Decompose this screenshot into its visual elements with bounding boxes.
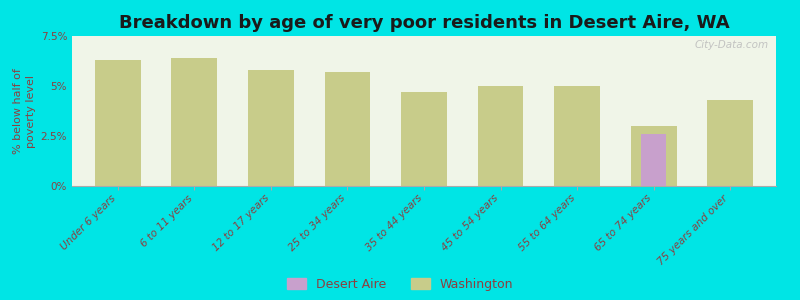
Bar	[554, 86, 600, 186]
Title: Breakdown by age of very poor residents in Desert Aire, WA: Breakdown by age of very poor residents …	[118, 14, 730, 32]
Bar	[478, 86, 523, 186]
Bar	[401, 92, 447, 186]
Bar	[95, 60, 141, 186]
Y-axis label: % below half of
poverty level: % below half of poverty level	[14, 68, 37, 154]
Text: City-Data.com: City-Data.com	[695, 40, 769, 50]
Bar	[325, 72, 370, 186]
Legend: Desert Aire, Washington: Desert Aire, Washington	[287, 278, 513, 291]
Bar	[171, 58, 218, 186]
Bar	[641, 134, 666, 186]
Bar	[630, 126, 677, 186]
Bar	[707, 100, 753, 186]
Bar	[248, 70, 294, 186]
